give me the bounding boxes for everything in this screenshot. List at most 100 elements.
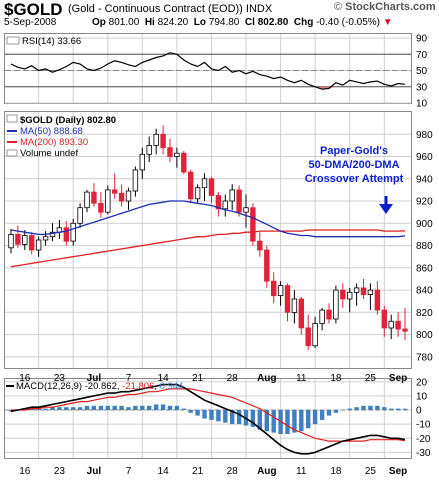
- low-value: 794.80: [208, 17, 240, 28]
- macd-y-tick-label: 20: [416, 377, 428, 388]
- macd-histogram-bar: [209, 410, 214, 420]
- candle-body: [270, 280, 277, 297]
- macd-legend: MACD(12,26,9) -20.862, -21.806, 0.944: [6, 381, 183, 392]
- ma200-legend-text: MA(200) 893.30: [20, 137, 88, 148]
- price-candle: [346, 287, 353, 313]
- macd-histogram-bar: [347, 408, 352, 410]
- candle-body: [312, 323, 318, 347]
- macd-histogram-bar: [375, 405, 380, 410]
- price-y-tick-label: 920: [416, 197, 433, 208]
- stockcharts-watermark: © StockCharts.com: [334, 1, 436, 13]
- annotation-line-3: Crossover Attempt: [304, 173, 404, 185]
- x-tick-label: 11: [296, 466, 307, 477]
- macd-histogram-bar: [389, 408, 394, 410]
- x-tick-label: 14: [158, 373, 170, 384]
- macd-histogram-bar: [202, 410, 207, 419]
- candle-body: [277, 285, 284, 297]
- price-candle: [270, 272, 277, 304]
- price-candle: [77, 203, 83, 228]
- macd-histogram-bar: [154, 404, 159, 410]
- price-candle: [174, 147, 180, 168]
- price-legend-text: $GOLD (Daily) 802.80: [20, 115, 116, 126]
- change-value: -0.40 (-0.05%): [316, 17, 381, 28]
- x-tick-label: Sep: [389, 373, 407, 384]
- candle-body: [35, 239, 42, 251]
- price-y-tick-label: 800: [416, 330, 433, 341]
- price-y-tick-label: 880: [416, 241, 433, 252]
- macd-histogram-bar: [326, 410, 332, 416]
- macd-histogram-bar: [36, 408, 41, 410]
- price-candle: [298, 296, 304, 335]
- candle-body: [118, 192, 125, 202]
- price-candle: [333, 285, 339, 324]
- candle-body: [243, 207, 249, 213]
- x-tick-label: 14: [158, 466, 170, 477]
- macd-legend-label: MACD(12,26,9): [16, 381, 82, 392]
- price-candle: [243, 194, 249, 228]
- price-candle: [312, 316, 318, 348]
- candle-body: [105, 189, 111, 213]
- change-down-icon: ▼: [382, 17, 393, 28]
- candle-body: [160, 133, 166, 149]
- candle-body: [291, 298, 298, 313]
- candle-body: [264, 249, 270, 282]
- candle-body: [125, 190, 132, 202]
- price-candle: [112, 173, 118, 199]
- macd-histogram-bar: [140, 405, 145, 410]
- x-tick-label: Sep: [389, 466, 407, 477]
- candle-body: [28, 235, 35, 251]
- candle-body: [22, 235, 28, 245]
- candle-body: [91, 191, 97, 204]
- macd-histogram-bar: [292, 410, 297, 433]
- x-tick-label: 23: [54, 373, 66, 384]
- price-candle: [291, 290, 298, 324]
- ma50-legend-text: MA(50) 888.68: [20, 126, 83, 137]
- low-label: Lo: [193, 17, 206, 28]
- candle-body: [250, 207, 256, 242]
- price-panel-frame: [4, 111, 412, 369]
- x-tick-label: 11: [296, 373, 307, 384]
- price-candle: [402, 307, 408, 341]
- macd-histogram-bar: [43, 408, 48, 410]
- rsi-line: [10, 52, 406, 90]
- price-candle: [381, 305, 387, 337]
- macd-histogram-bar: [306, 410, 311, 429]
- x-tick-label: 28: [227, 466, 239, 477]
- price-candle: [360, 279, 367, 299]
- price-y-tick-label: 780: [416, 352, 433, 363]
- macd-histogram-bar: [250, 410, 256, 427]
- price-legend: $GOLD (Daily) 802.80 MA(50) 888.68 MA(20…: [6, 114, 116, 159]
- x-tick-label: 18: [330, 373, 342, 384]
- signal-legend-value: -21.806: [122, 381, 154, 392]
- macd-histogram-bar: [236, 410, 242, 425]
- candle-body: [353, 287, 360, 293]
- price-candle: [63, 221, 69, 246]
- macd-histogram-bar: [257, 410, 262, 430]
- candle-body: [194, 187, 201, 200]
- candle-body: [229, 189, 235, 202]
- candle-body: [215, 195, 222, 210]
- high-value: 824.20: [157, 17, 189, 28]
- macd-histogram-bar: [133, 405, 138, 410]
- macd-line: [10, 383, 406, 455]
- x-tick-label: 7: [126, 373, 132, 384]
- macd-y-tick-label: -20: [416, 434, 431, 445]
- macd-histogram-bar: [50, 407, 55, 410]
- watermark-brand: StockCharts.com: [345, 1, 436, 13]
- candle-body: [98, 202, 104, 213]
- macd-legend-line: MACD(12,26,9) -20.862, -21.806, 0.944: [16, 381, 183, 392]
- macd-histogram-bar: [299, 410, 304, 432]
- price-candle: [84, 189, 90, 213]
- macd-histogram-bar: [71, 407, 76, 410]
- candle-body: [153, 133, 159, 146]
- price-candle: [153, 128, 159, 155]
- price-y-tick-label: 960: [416, 152, 433, 163]
- volume-legend-text: Volume undef: [20, 148, 78, 159]
- open-label: Op: [92, 17, 106, 28]
- macd-histogram-bar: [285, 410, 290, 434]
- rsi-y-tick-label: 50: [416, 66, 428, 77]
- quote-line: Op 801.00 Hi 824.20 Lo 794.80 Cl 802.80 …: [92, 17, 393, 28]
- x-tick-label: 16: [19, 373, 31, 384]
- macd-y-tick-label: -10: [416, 420, 431, 431]
